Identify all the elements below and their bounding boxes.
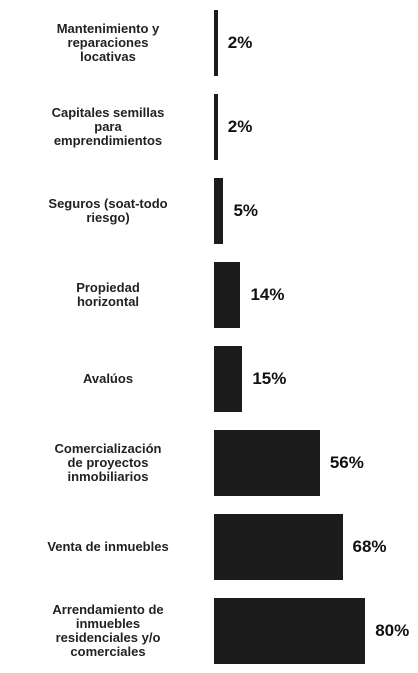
- category-label: Avalúos: [82, 371, 134, 386]
- data-label: 68%: [352, 537, 387, 556]
- bar: [214, 346, 243, 412]
- category-label: Seguros (soat-todo riesgo): [48, 196, 168, 225]
- bar: [214, 262, 241, 328]
- bar: [214, 430, 320, 496]
- bar: [214, 94, 218, 160]
- data-label: 5%: [233, 201, 259, 220]
- bar: [214, 178, 224, 244]
- data-label: 80%: [375, 621, 410, 640]
- data-label: 2%: [227, 33, 253, 52]
- data-label: 15%: [252, 369, 287, 388]
- category-label: Comercialización de proyectos inmobiliar…: [54, 441, 162, 484]
- category-label: Propiedad horizontal: [76, 280, 140, 309]
- category-label: Capitales semillas para emprendimientos: [51, 105, 165, 148]
- category-label: Venta de inmuebles: [47, 539, 169, 554]
- bar: [214, 598, 366, 664]
- category-label: Mantenimiento y reparaciones locativas: [56, 21, 160, 64]
- category-label: Arrendamiento de inmuebles residenciales…: [52, 602, 164, 659]
- data-label: 14%: [250, 285, 285, 304]
- data-label: 56%: [329, 453, 364, 472]
- data-label: 2%: [227, 117, 253, 136]
- bar: [214, 514, 343, 580]
- bar: [214, 10, 218, 76]
